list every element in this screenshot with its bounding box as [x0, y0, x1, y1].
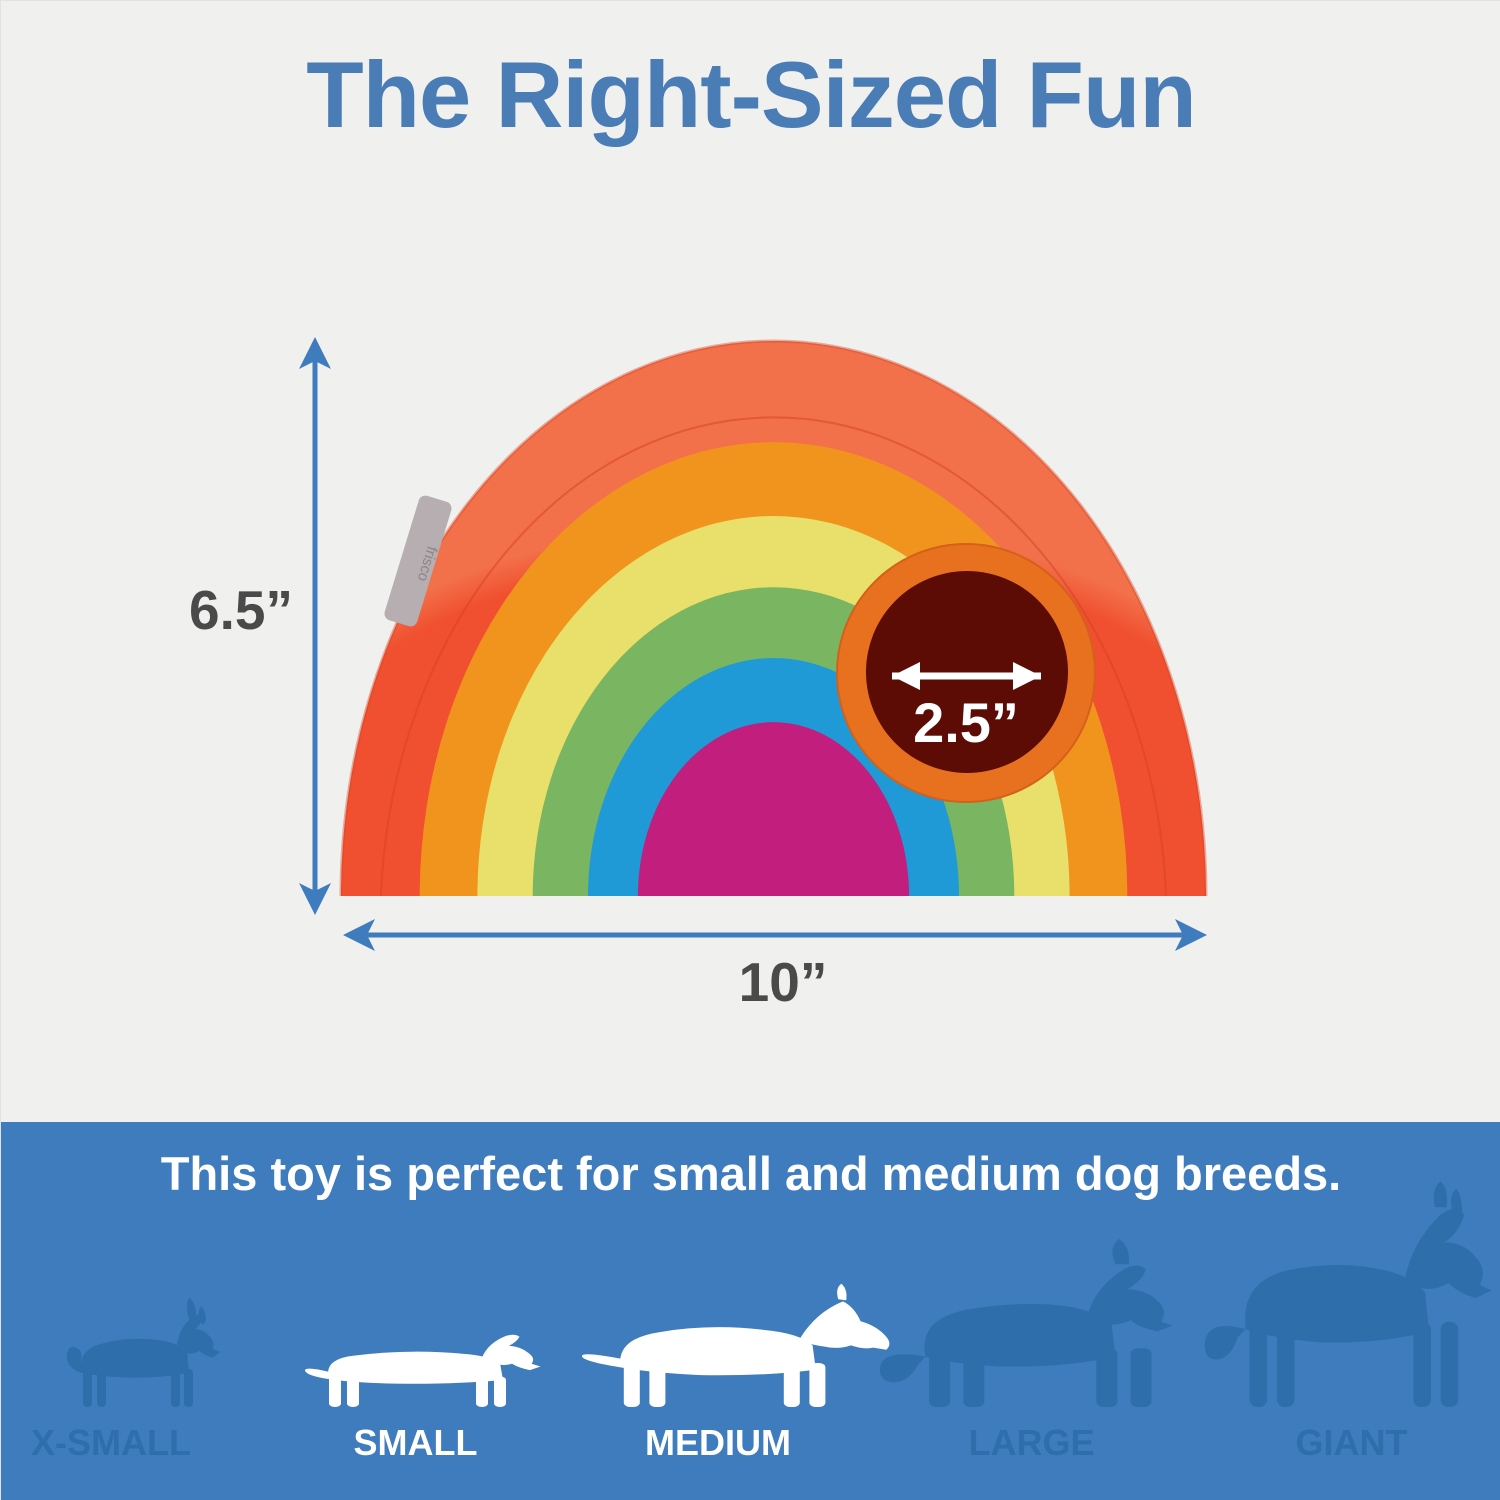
- svg-text:2.5”: 2.5”: [913, 691, 1019, 754]
- svg-text:6.5”: 6.5”: [189, 579, 293, 641]
- svg-text:10”: 10”: [739, 951, 828, 1013]
